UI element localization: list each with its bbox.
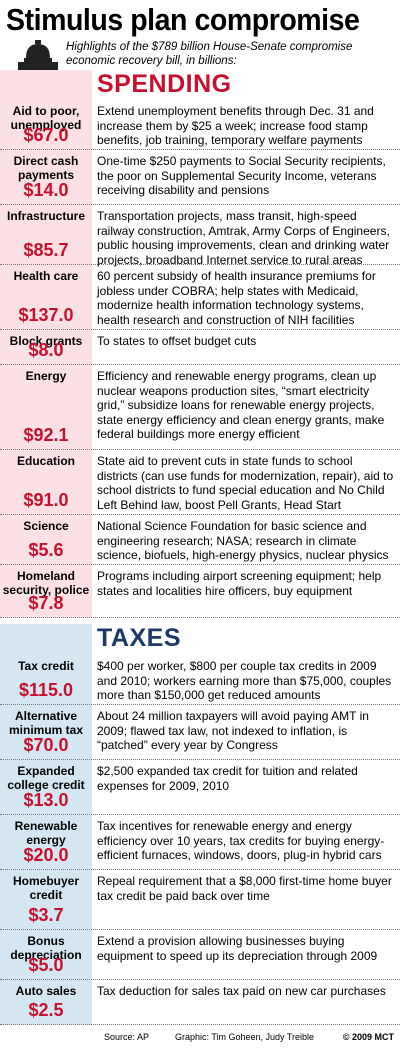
item-row: Direct cash payments $14.0 One-time $250 p… bbox=[0, 150, 400, 205]
item-label: Health care bbox=[13, 269, 79, 283]
item-label: Alternative minimum tax bbox=[8, 709, 83, 737]
item-amount: $8.0 bbox=[28, 340, 64, 360]
source: Source: AP bbox=[104, 1032, 150, 1042]
item-label: Bonus depreciation bbox=[10, 934, 82, 962]
item-label: Infrastructure bbox=[6, 209, 86, 223]
item-row: Bonus depreciation $5.0 Extend a provision… bbox=[0, 930, 400, 980]
item-row: Block grants $8.0 To states to offset budg… bbox=[0, 330, 400, 365]
item-description: Extend a provision allowing businesses b… bbox=[97, 934, 378, 963]
item-row: Science $5.6 National Science Foundation f… bbox=[0, 515, 400, 565]
item-row: Alternative minimum tax $70.0 About 24 mil… bbox=[0, 705, 400, 760]
item-label: Homebuyer credit bbox=[12, 874, 80, 902]
item-row: Education $91.0 State aid to prevent cuts … bbox=[0, 450, 400, 515]
item-amount: $67.0 bbox=[23, 125, 69, 145]
item-label: Energy bbox=[25, 369, 67, 383]
item-description: State aid to prevent cuts in state funds… bbox=[97, 454, 394, 512]
item-description: Tax deduction for sales tax paid on new … bbox=[97, 984, 386, 998]
capitol-icon bbox=[18, 40, 58, 70]
item-row: Tax credit $115.0 $400 per worker, $800 pe… bbox=[0, 655, 400, 705]
item-row: Renewable energy $20.0 Tax incentives for … bbox=[0, 815, 400, 870]
item-amount: $7.8 bbox=[28, 593, 64, 613]
taxes-column bbox=[0, 624, 92, 1025]
item-description: $400 per worker, $800 per couple tax cre… bbox=[97, 659, 392, 702]
copyright: © 2009 MCT bbox=[342, 1032, 394, 1042]
item-description: Extend unemployment benefits through Dec… bbox=[97, 104, 374, 147]
item-description: National Science Foundation for basic sc… bbox=[97, 519, 389, 562]
item-label: Science bbox=[23, 519, 69, 533]
spending-column bbox=[0, 70, 92, 618]
item-label: Homeland security, police bbox=[2, 569, 90, 597]
item-description: Tax incentives for renewable energy and … bbox=[97, 819, 385, 862]
item-label: Tax credit bbox=[18, 659, 74, 673]
item-amount: $91.0 bbox=[23, 490, 69, 510]
item-description: Transportation projects, mass transit, h… bbox=[97, 209, 390, 267]
item-label: Auto sales bbox=[15, 984, 77, 998]
item-description: About 24 million taxpayers will avoid pa… bbox=[97, 709, 369, 752]
title: Stimulus plan compromise bbox=[6, 2, 360, 37]
section-heading: SPENDING bbox=[97, 70, 232, 98]
item-amount: $115.0 bbox=[18, 680, 74, 700]
credit: Graphic: Tim Goheen, Judy Treible bbox=[175, 1032, 315, 1042]
item-description: Repeal requirement that a $8,000 first-t… bbox=[97, 874, 392, 903]
item-amount: $5.6 bbox=[28, 540, 64, 560]
item-row: Health care $137.0 60 percent subsidy of h… bbox=[0, 265, 400, 330]
subtitle: Highlights of the $789 billion House-Sen… bbox=[66, 41, 353, 67]
item-amount: $14.0 bbox=[23, 180, 69, 200]
section-heading: TAXES bbox=[97, 624, 181, 652]
item-label: Renewable energy bbox=[14, 819, 78, 847]
item-description: To states to offset budget cuts bbox=[97, 334, 257, 348]
item-amount: $3.7 bbox=[28, 905, 64, 925]
item-amount: $92.1 bbox=[23, 425, 69, 445]
item-row: Homebuyer credit $3.7 Repeal requirement t… bbox=[0, 870, 400, 930]
item-row: Auto sales $2.5 Tax deduction for sales ta… bbox=[0, 980, 400, 1025]
item-row: Aid to poor, unemployed $67.0 Extend unemp… bbox=[0, 100, 400, 150]
item-row: Energy $92.1 Efficiency and renewable ener… bbox=[0, 365, 400, 450]
item-row: Homeland security, police $7.8 Programs in… bbox=[0, 565, 400, 618]
item-amount: $13.0 bbox=[23, 790, 69, 810]
item-label: Expanded college credit bbox=[7, 764, 85, 792]
item-amount: $2.5 bbox=[28, 1000, 64, 1020]
item-amount: $137.0 bbox=[18, 305, 74, 325]
item-row: Expanded college credit $13.0 $2,500 expan… bbox=[0, 760, 400, 815]
item-row: Infrastructure $85.7 Transportation projec… bbox=[0, 205, 400, 267]
item-label: Block grants bbox=[9, 334, 83, 348]
item-description: $2,500 expanded tax credit for tuition a… bbox=[97, 764, 358, 793]
item-amount: $20.0 bbox=[23, 845, 69, 865]
item-label: Direct cash payments bbox=[13, 154, 79, 182]
item-amount: $85.7 bbox=[23, 240, 69, 260]
item-amount: $70.0 bbox=[23, 735, 69, 755]
item-description: Efficiency and renewable energy programs… bbox=[97, 369, 385, 441]
item-label: Aid to poor, unemployed bbox=[10, 104, 82, 132]
item-amount: $5.0 bbox=[28, 955, 64, 975]
item-description: 60 percent subsidy of health insurance p… bbox=[97, 269, 376, 327]
item-description: One-time $250 payments to Social Securit… bbox=[97, 154, 386, 197]
item-description: Programs including airport screening equ… bbox=[97, 569, 382, 598]
item-label: Education bbox=[16, 454, 75, 468]
